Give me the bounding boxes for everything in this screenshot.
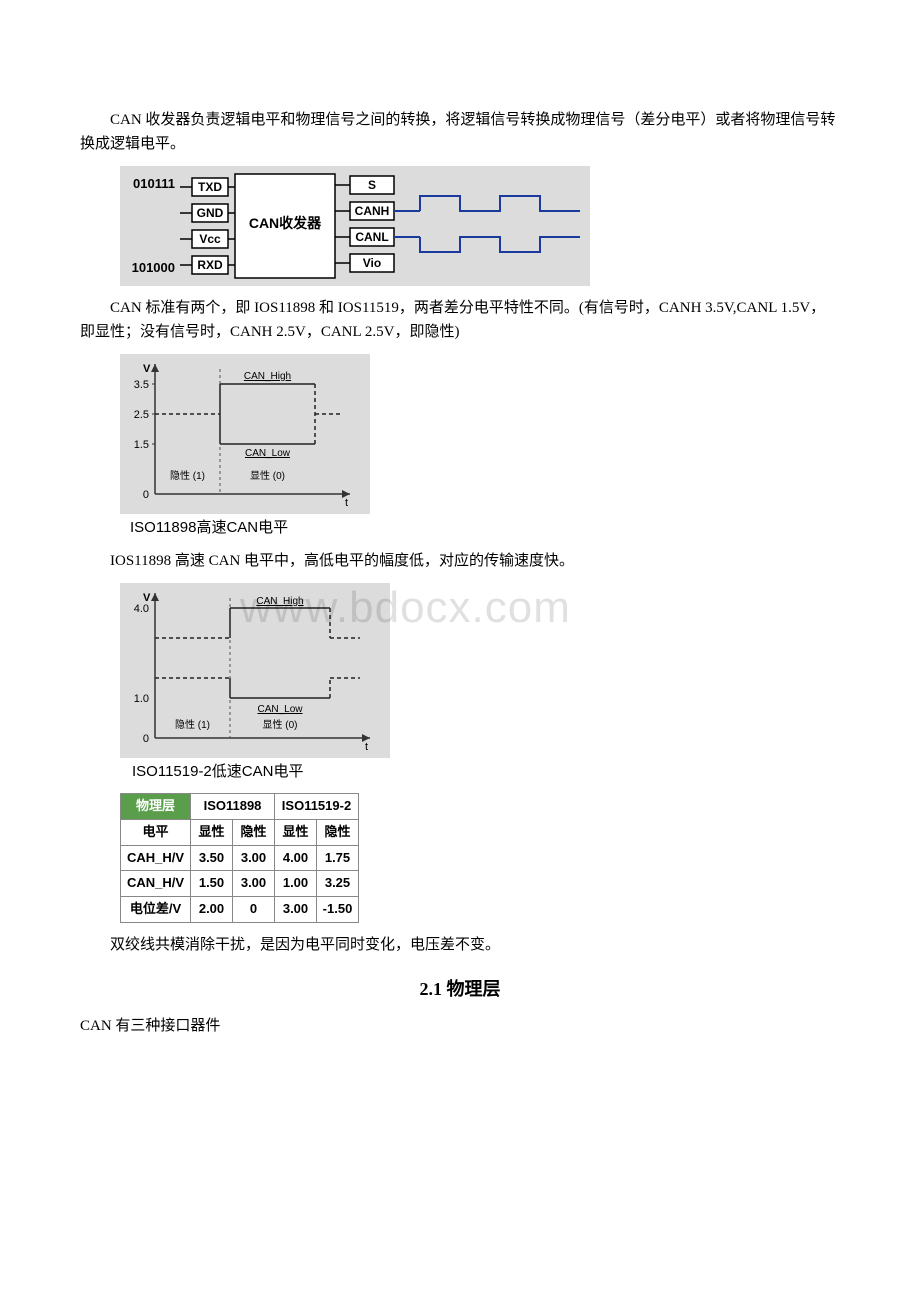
svg-text:RXD: RXD bbox=[197, 258, 223, 272]
svg-text:GND: GND bbox=[197, 206, 224, 220]
svg-text:t: t bbox=[345, 497, 348, 509]
paragraph-2: CAN 标准有两个，即 IOS11898 和 IOS11519，两者差分电平特性… bbox=[80, 296, 840, 344]
svg-text:t: t bbox=[365, 741, 368, 753]
svg-text:0: 0 bbox=[143, 489, 149, 501]
svg-text:ISO11898高速CAN电平: ISO11898高速CAN电平 bbox=[130, 519, 288, 536]
svg-text:010111: 010111 bbox=[133, 176, 175, 191]
svg-text:1.0: 1.0 bbox=[134, 693, 149, 705]
svg-text:显性 (0): 显性 (0) bbox=[263, 718, 298, 731]
svg-text:ISO11519-2低速CAN电平: ISO11519-2低速CAN电平 bbox=[132, 763, 303, 780]
svg-text:CAN_Low: CAN_Low bbox=[245, 448, 291, 459]
svg-text:V: V bbox=[143, 363, 151, 375]
figure-iso11898: Vt 3.5 2.5 1.5 0 CAN_High CAN_Low 隐性 (1) 显性 (0) I… bbox=[120, 354, 840, 539]
svg-text:Vio: Vio bbox=[363, 256, 381, 270]
voltage-table: 物理层ISO11898ISO11519-2电平显性隐性显性隐性CAH_H/V3.… bbox=[120, 793, 359, 923]
svg-text:CAN_High: CAN_High bbox=[256, 596, 303, 607]
svg-text:CANL: CANL bbox=[355, 230, 388, 244]
paragraph-4: 双绞线共模消除干扰，是因为电平同时变化，电压差不变。 bbox=[80, 933, 840, 957]
svg-text:1.5: 1.5 bbox=[134, 439, 149, 451]
svg-text:CAN_High: CAN_High bbox=[244, 371, 291, 382]
paragraph-3: IOS11898 高速 CAN 电平中，高低电平的幅度低，对应的传输速度快。 bbox=[80, 549, 840, 573]
paragraph-1: CAN 收发器负责逻辑电平和物理信号之间的转换，将逻辑信号转换成物理信号（差分电… bbox=[80, 108, 840, 156]
figure-iso11519: Vt4.01.00CAN_HighCAN_Low隐性 (1)显性 (0)ISO1… bbox=[120, 583, 840, 783]
svg-text:隐性 (1): 隐性 (1) bbox=[175, 718, 210, 731]
svg-text:0: 0 bbox=[143, 733, 149, 745]
section-heading: 2.1 物理层 bbox=[80, 975, 840, 1004]
svg-text:4.0: 4.0 bbox=[134, 603, 149, 615]
svg-text:101000: 101000 bbox=[132, 260, 175, 275]
svg-text:TXD: TXD bbox=[198, 180, 222, 194]
svg-text:S: S bbox=[368, 178, 376, 192]
svg-text:Vcc: Vcc bbox=[199, 232, 221, 246]
svg-text:显性 (0): 显性 (0) bbox=[250, 469, 285, 482]
svg-text:隐性 (1): 隐性 (1) bbox=[170, 469, 205, 482]
svg-text:CAN收发器: CAN收发器 bbox=[249, 215, 322, 231]
paragraph-5: CAN 有三种接口器件 bbox=[80, 1014, 840, 1038]
svg-text:CAN_Low: CAN_Low bbox=[257, 704, 303, 715]
svg-text:CANH: CANH bbox=[355, 204, 390, 218]
svg-text:3.5: 3.5 bbox=[134, 379, 149, 391]
svg-text:2.5: 2.5 bbox=[134, 409, 149, 421]
figure-transceiver: 010111 101000 TXD GND Vcc RXD CAN收发器 S CANH CANL V… bbox=[120, 166, 840, 286]
